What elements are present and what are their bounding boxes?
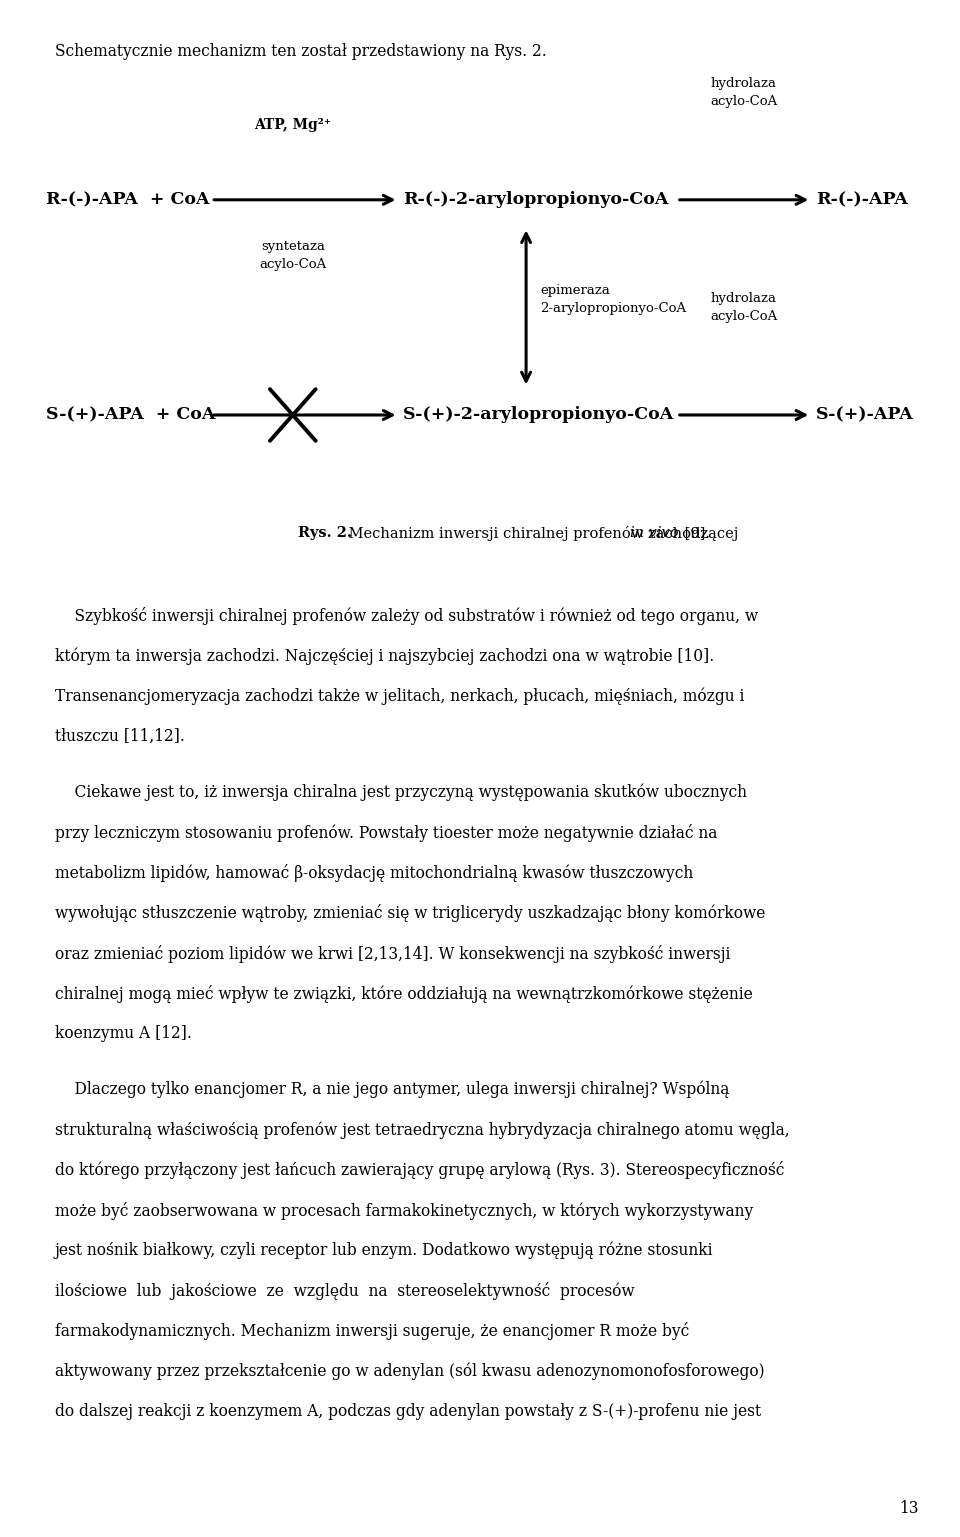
Text: S-(+)-APA: S-(+)-APA — [816, 406, 914, 424]
Text: Schematycznie mechanizm ten został przedstawiony na Rys. 2.: Schematycznie mechanizm ten został przed… — [55, 43, 546, 60]
Text: może być zaobserwowana w procesach farmakokinetycznych, w których wykorzystywany: może być zaobserwowana w procesach farma… — [55, 1202, 753, 1220]
Text: wywołując stłuszczenie wątroby, zmieniać się w triglicerydy uszkadzając błony ko: wywołując stłuszczenie wątroby, zmieniać… — [55, 904, 765, 922]
Text: S-(+)-APA  + CoA: S-(+)-APA + CoA — [46, 406, 215, 424]
Text: ATP, Mg²⁺: ATP, Mg²⁺ — [254, 118, 331, 132]
Text: 13: 13 — [900, 1500, 919, 1517]
Text: aktywowany przez przekształcenie go w adenylan (sól kwasu adenozynomonofosforowe: aktywowany przez przekształcenie go w ad… — [55, 1363, 764, 1380]
Text: którym ta inwersja zachodzi. Najczęściej i najszybciej zachodzi ona w wątrobie [: którym ta inwersja zachodzi. Najczęściej… — [55, 647, 714, 666]
Text: Ciekawe jest to, iż inwersja chiralna jest przyczyną występowania skutków uboczn: Ciekawe jest to, iż inwersja chiralna je… — [55, 784, 747, 801]
Text: oraz zmieniać poziom lipidów we krwi [2,13,14]. W konsekwencji na szybkość inwer: oraz zmieniać poziom lipidów we krwi [2,… — [55, 945, 731, 962]
Text: [9].: [9]. — [680, 526, 709, 539]
Text: R-(-)-APA: R-(-)-APA — [816, 191, 908, 209]
Text: Mechanizm inwersji chiralnej profenów zachodzącej: Mechanizm inwersji chiralnej profenów za… — [344, 526, 743, 541]
Text: tłuszczu [11,12].: tłuszczu [11,12]. — [55, 729, 184, 745]
Text: koenzymu A [12].: koenzymu A [12]. — [55, 1025, 192, 1042]
Text: epimeraza
2-arylopropionyo-CoA: epimeraza 2-arylopropionyo-CoA — [540, 284, 686, 315]
Text: chiralnej mogą mieć wpływ te związki, które oddziałują na wewnątrzkomórkowe stęż: chiralnej mogą mieć wpływ te związki, kt… — [55, 985, 753, 1004]
Text: do dalszej reakcji z koenzymem A, podczas gdy adenylan powstały z S-(+)-profenu : do dalszej reakcji z koenzymem A, podcza… — [55, 1403, 761, 1420]
Text: syntetaza
acylo-CoA: syntetaza acylo-CoA — [259, 240, 326, 271]
Text: R-(-)-2-arylopropionyo-CoA: R-(-)-2-arylopropionyo-CoA — [403, 191, 668, 209]
Text: in vivo: in vivo — [630, 526, 679, 539]
Text: Transenancjomeryzacja zachodzi także w jelitach, nerkach, płucach, mięśniach, mó: Transenancjomeryzacja zachodzi także w j… — [55, 687, 744, 705]
Text: R-(-)-APA  + CoA: R-(-)-APA + CoA — [46, 191, 209, 209]
Text: strukturalną właściwością profenów jest tetraedryczna hybrydyzacja chiralnego at: strukturalną właściwością profenów jest … — [55, 1120, 789, 1139]
Text: S-(+)-2-arylopropionyo-CoA: S-(+)-2-arylopropionyo-CoA — [403, 406, 675, 424]
Text: farmakodynamicznych. Mechanizm inwersji sugeruje, że enancjomer R może być: farmakodynamicznych. Mechanizm inwersji … — [55, 1322, 689, 1340]
Text: ilościowe  lub  jakościowe  ze  względu  na  stereoselektywność  procesów: ilościowe lub jakościowe ze względu na s… — [55, 1282, 635, 1300]
Text: do którego przyłączony jest łańcuch zawierający grupę arylową (Rys. 3). Stereosp: do którego przyłączony jest łańcuch zawi… — [55, 1162, 784, 1179]
Text: Dlaczego tylko enancjomer R, a nie jego antymer, ulega inwersji chiralnej? Wspól: Dlaczego tylko enancjomer R, a nie jego … — [55, 1081, 729, 1099]
Text: Rys. 2.: Rys. 2. — [298, 526, 351, 539]
Text: metabolizm lipidów, hamować β-oksydację mitochondrialną kwasów tłuszczowych: metabolizm lipidów, hamować β-oksydację … — [55, 864, 693, 882]
Text: przy leczniczym stosowaniu profenów. Powstały tioester może negatywnie działać n: przy leczniczym stosowaniu profenów. Pow… — [55, 824, 717, 842]
Text: hydrolaza
acylo-CoA: hydrolaza acylo-CoA — [710, 292, 778, 323]
Text: Szybkość inwersji chiralnej profenów zależy od substratów i również od tego orga: Szybkość inwersji chiralnej profenów zal… — [55, 607, 757, 626]
Text: jest nośnik białkowy, czyli receptor lub enzym. Dodatkowo występują różne stosun: jest nośnik białkowy, czyli receptor lub… — [55, 1242, 713, 1259]
Text: hydrolaza
acylo-CoA: hydrolaza acylo-CoA — [710, 77, 778, 108]
